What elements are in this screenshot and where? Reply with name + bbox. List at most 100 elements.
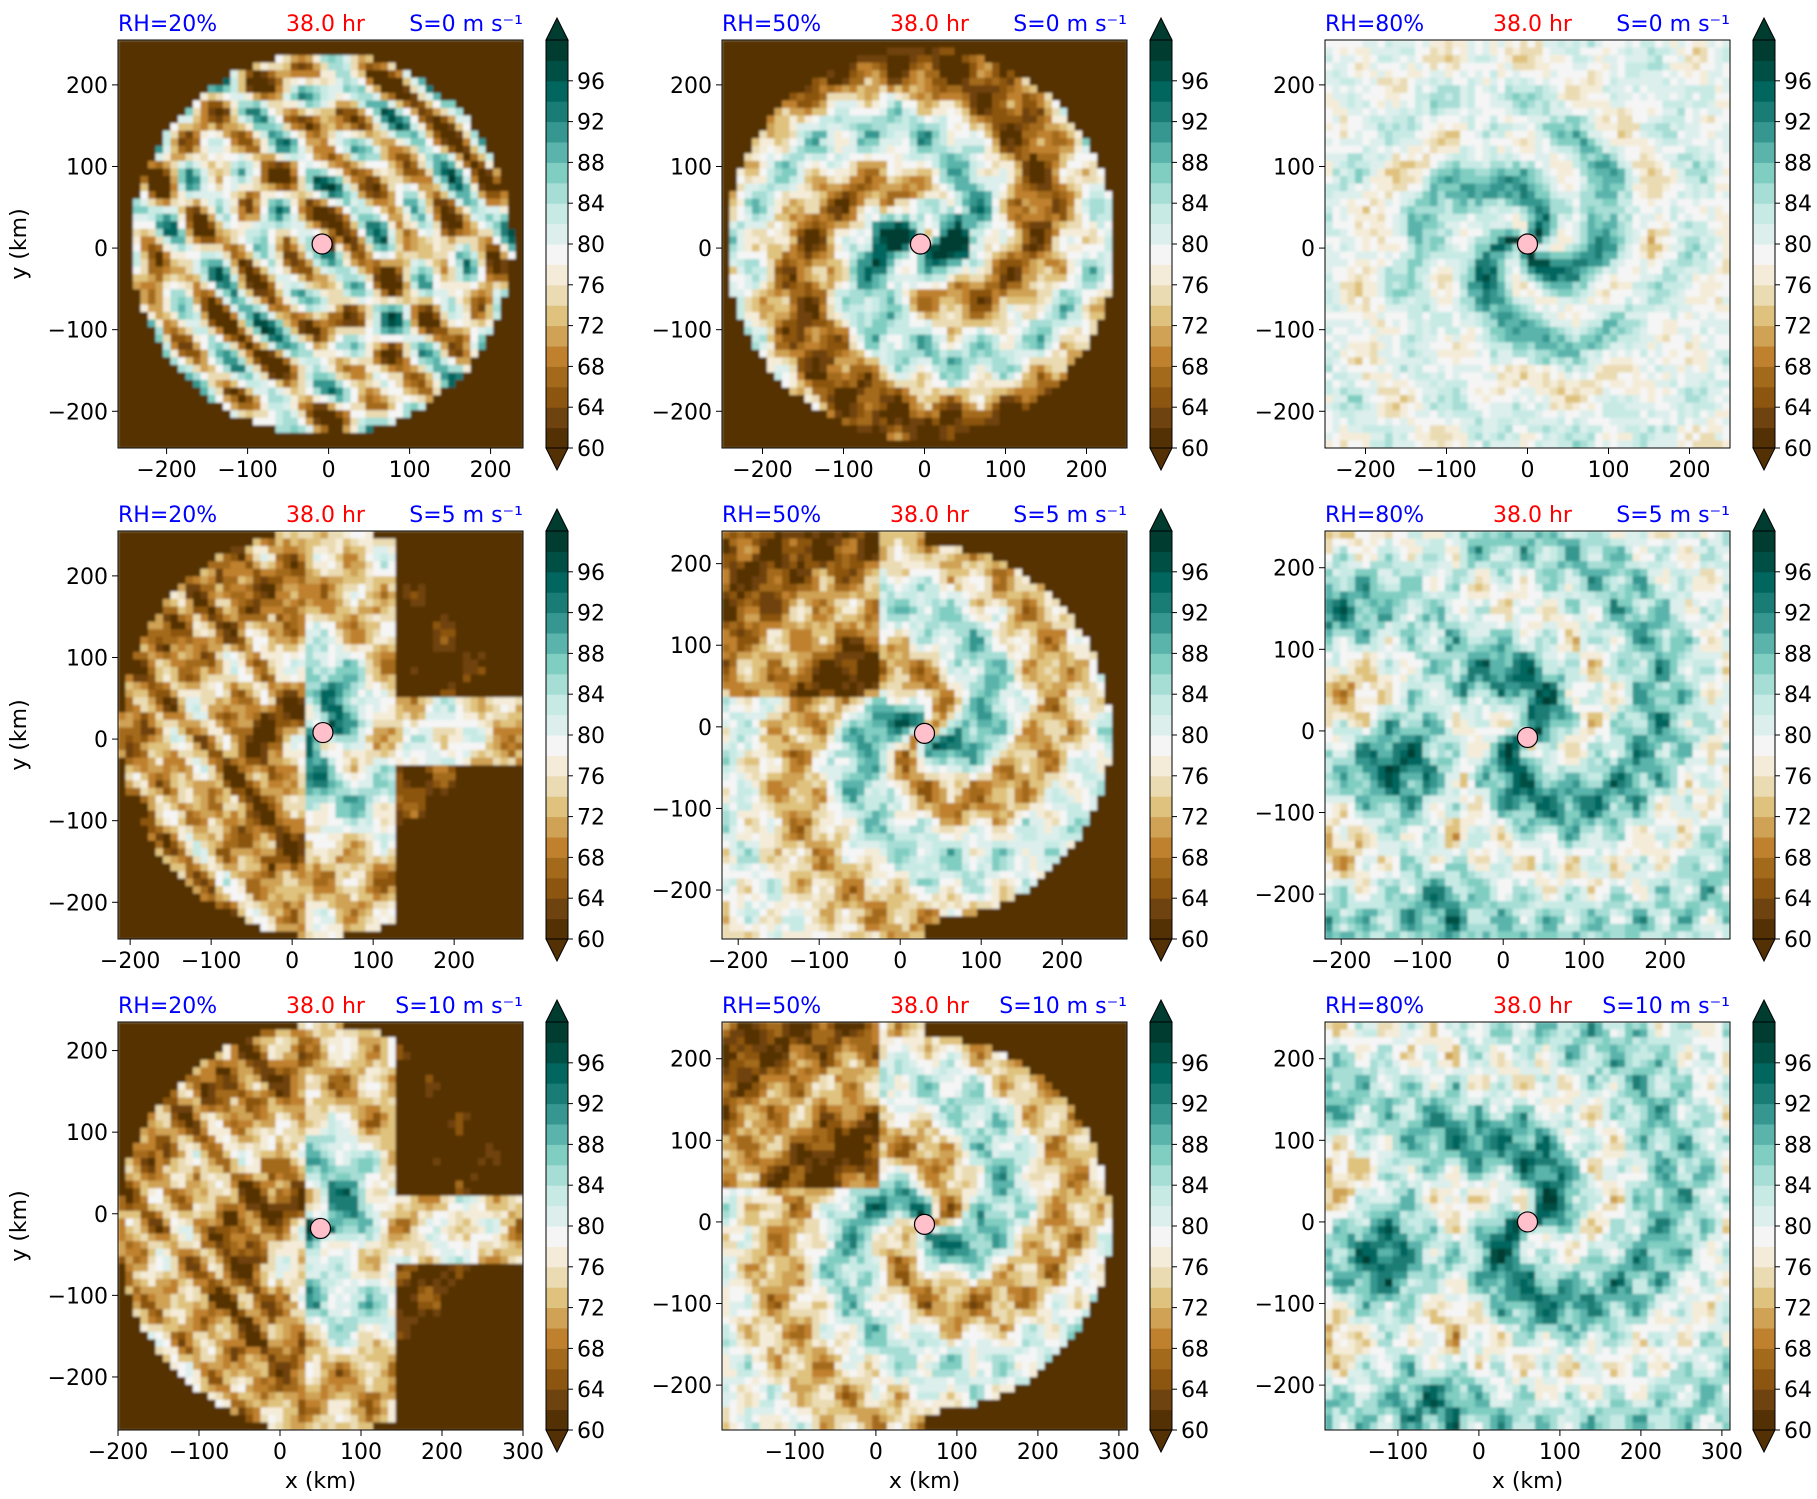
colorbar-segment (1150, 714, 1172, 736)
colorbar-segment (546, 1368, 568, 1390)
y-tick-label: 200 (66, 74, 108, 99)
x-tick-label: −200 (1311, 949, 1371, 974)
colorbar-segment (1753, 1083, 1775, 1105)
colorbar-segment (1150, 1205, 1172, 1227)
colorbar-extend-min (545, 447, 569, 472)
heatmap-r0c0 (118, 40, 523, 448)
colorbar-segment (1753, 284, 1775, 306)
y-tick-label: 200 (66, 565, 108, 590)
colorbar-tick-label: 92 (1784, 111, 1812, 136)
x-tick-label: −200 (100, 949, 160, 974)
y-tick-label: −100 (652, 319, 712, 344)
colorbar-segment (1753, 305, 1775, 327)
title-time: 38.0 hr (1493, 503, 1573, 528)
panel-r2c2: −100 0 100 200 300 −200 −100 0 100 200 x (km) RH=80… (1255, 994, 1812, 1494)
y-tick-label: −100 (48, 1284, 108, 1309)
colorbar-tick-label: 60 (1181, 437, 1209, 462)
colorbar-segment (1753, 1307, 1775, 1329)
colorbar-segment (546, 121, 568, 143)
colorbar-segment (546, 653, 568, 675)
storm-center-marker (312, 721, 334, 744)
colorbar-segment (1753, 1368, 1775, 1390)
panel-r2c0: −200 −100 0 100 200 300 −200 −100 0 100 200 y (km) x… (7, 994, 605, 1494)
colorbar-segment (1753, 366, 1775, 388)
colorbar-extend-min (1149, 938, 1173, 963)
colorbar-tick-label: 92 (1181, 111, 1209, 136)
y-tick-label: 200 (1273, 74, 1315, 99)
colorbar-segment (1150, 1287, 1172, 1309)
colorbar-tick-label: 76 (1181, 1256, 1209, 1281)
y-tick-label: −200 (48, 891, 108, 916)
storm-center-marker (311, 233, 333, 255)
colorbar-extend-min (1752, 938, 1776, 963)
x-tick-label: 100 (389, 458, 431, 483)
colorbar-tick-label: 72 (1784, 1297, 1812, 1322)
colorbar-segment (546, 40, 568, 61)
colorbar-segment (546, 284, 568, 306)
colorbar-segment (1753, 182, 1775, 204)
colorbar-tick-label: 80 (1181, 233, 1209, 258)
colorbar-tick-label: 80 (577, 233, 605, 258)
colorbar-segment (1150, 142, 1172, 163)
x-tick-label: −100 (1368, 1440, 1428, 1465)
colorbar-tick-label: 64 (1181, 887, 1209, 912)
colorbar-extend-max (545, 507, 569, 532)
y-tick-label: 200 (670, 74, 712, 99)
colorbar-segment (1753, 612, 1775, 634)
colorbar-tick-label: 92 (1784, 602, 1812, 627)
colorbar-tick-label: 72 (1181, 315, 1209, 340)
x-tick-label: 200 (1620, 1440, 1662, 1465)
heatmap-r0c2 (1325, 40, 1730, 448)
colorbar-tick-label: 76 (577, 1256, 605, 1281)
colorbar-segment (546, 673, 568, 695)
y-tick-label: −200 (652, 879, 712, 904)
colorbar-segment (546, 1328, 568, 1349)
x-tick-label: 100 (340, 1440, 382, 1465)
panel-r1c2: −200 −100 0 100 200 −200 −100 0 100 200 RH=80% 38.0… (1255, 503, 1812, 974)
colorbar-segment (1150, 366, 1172, 388)
y-tick-label: 200 (670, 553, 712, 578)
panel-r1c0: −200 −100 0 100 200 −200 −100 0 100 200 y (km) RH=2… (7, 503, 605, 974)
colorbar-segment (546, 571, 568, 593)
colorbar-segment (546, 223, 568, 245)
colorbar-segment (1150, 1062, 1172, 1084)
colorbar-segment (1753, 1103, 1775, 1125)
x-tick-label: 300 (502, 1440, 544, 1465)
colorbar-segment (1753, 714, 1775, 736)
colorbar-tick-label: 68 (577, 1337, 605, 1362)
x-tick-label: 100 (1539, 1440, 1581, 1465)
title-rh: RH=50% (722, 12, 821, 37)
colorbar-tick-label: 88 (1784, 642, 1812, 667)
x-tick-label: 300 (1098, 1440, 1140, 1465)
colorbar-segment (1150, 1164, 1172, 1186)
colorbar-segment (1753, 1205, 1775, 1227)
colorbar-segment (1150, 816, 1172, 838)
colorbar-tick-label: 64 (1784, 887, 1812, 912)
axes-frame (117, 39, 524, 449)
y-tick-label: 0 (698, 716, 712, 741)
title-shear: S=5 m s⁻¹ (1013, 503, 1127, 528)
colorbar-segment (1150, 284, 1172, 306)
y-tick-label: −200 (652, 400, 712, 425)
colorbar-segment (1150, 121, 1172, 143)
colorbar-tick-label: 64 (577, 396, 605, 421)
colorbar-segment (1150, 571, 1172, 593)
colorbar-segment (1150, 837, 1172, 858)
panel-r0c1: −200 −100 0 100 200 −200 −100 0 100 200 RH=50% 38.0… (652, 12, 1209, 483)
colorbar-segment (1753, 386, 1775, 408)
colorbar-segment (1150, 796, 1172, 818)
colorbar-segment (1150, 1389, 1172, 1411)
x-tick-label: 0 (1496, 949, 1510, 974)
colorbar-segment (1150, 1103, 1172, 1125)
colorbar-extend-max (1149, 507, 1173, 532)
colorbar-tick-label: 60 (577, 1419, 605, 1444)
y-tick-label: 0 (698, 1211, 712, 1236)
colorbar-tick-label: 60 (1181, 1419, 1209, 1444)
x-tick-label: 100 (960, 949, 1002, 974)
colorbar-tick-label: 96 (577, 1052, 605, 1077)
colorbar-segment (546, 592, 568, 614)
title-rh: RH=80% (1325, 994, 1424, 1019)
x-tick-label: 200 (1041, 949, 1083, 974)
colorbar: 60 64 68 72 76 80 84 88 92 96 (545, 507, 605, 963)
storm-center-marker (909, 233, 932, 255)
